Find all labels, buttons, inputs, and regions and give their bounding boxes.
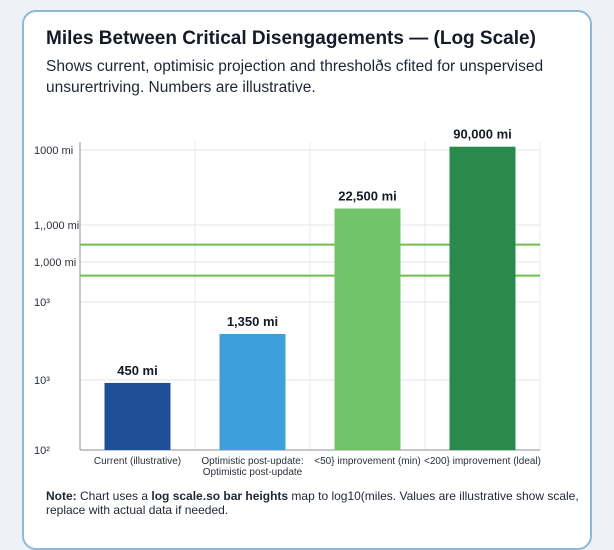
x-tick-label: <50} improvement (min)	[314, 456, 420, 467]
bar-value-label: 22,500 mi	[338, 189, 397, 204]
bar-value-label: 450 mi	[117, 363, 157, 378]
x-tick-label: <200} improvement (ldeal)	[424, 456, 541, 467]
bar-value-label: 90,000 mi	[453, 127, 512, 142]
note-text-1: Chart uses a	[76, 489, 152, 503]
x-tick-label: Current (illustrative)	[94, 456, 181, 467]
y-tick-label: 10³	[34, 375, 50, 387]
x-tick-label: Optimistic post-update:	[201, 456, 303, 467]
note-bold-mid: log scale.so bar heights	[151, 489, 289, 503]
bar	[334, 208, 401, 450]
y-tick-label: 1,000 mi	[34, 257, 76, 269]
note-prefix: Note:	[46, 489, 77, 503]
chart-subtitle: Shows current, optimisic projection and …	[46, 56, 586, 98]
subtitle-line-1: Shows current, optimisic projection and …	[46, 58, 544, 75]
y-tick-label: 1000 mi	[34, 145, 73, 157]
y-tick-label: 10²	[34, 445, 50, 457]
bar-value-label: 1,350 mi	[227, 314, 278, 329]
bar	[104, 382, 171, 450]
note-text-2: map to log10(miles. Values are illustrat…	[288, 489, 579, 503]
bar	[219, 333, 286, 450]
note-line-1: Note: Chart uses a log scale.so bar heig…	[46, 489, 606, 503]
bar	[449, 146, 516, 451]
chart-note: Note: Chart uses a log scale.so bar heig…	[46, 489, 606, 517]
y-tick-label: 10³	[34, 297, 50, 309]
chart-title: Miles Between Critical Disengagements — …	[46, 28, 536, 49]
y-tick-label: 1,,000 mi	[34, 220, 79, 232]
bar-chart: 1000 mi 1,,000 mi 1,000 mi 10³ 10³ 10² 450 mi C…	[34, 127, 541, 478]
subtitle-line-2: unsurertriving. Numbers are illustrative…	[46, 79, 316, 96]
note-line-2: replace with actual data if needed.	[46, 503, 229, 517]
x-tick-sublabel: Optimistic post-update	[203, 467, 303, 478]
